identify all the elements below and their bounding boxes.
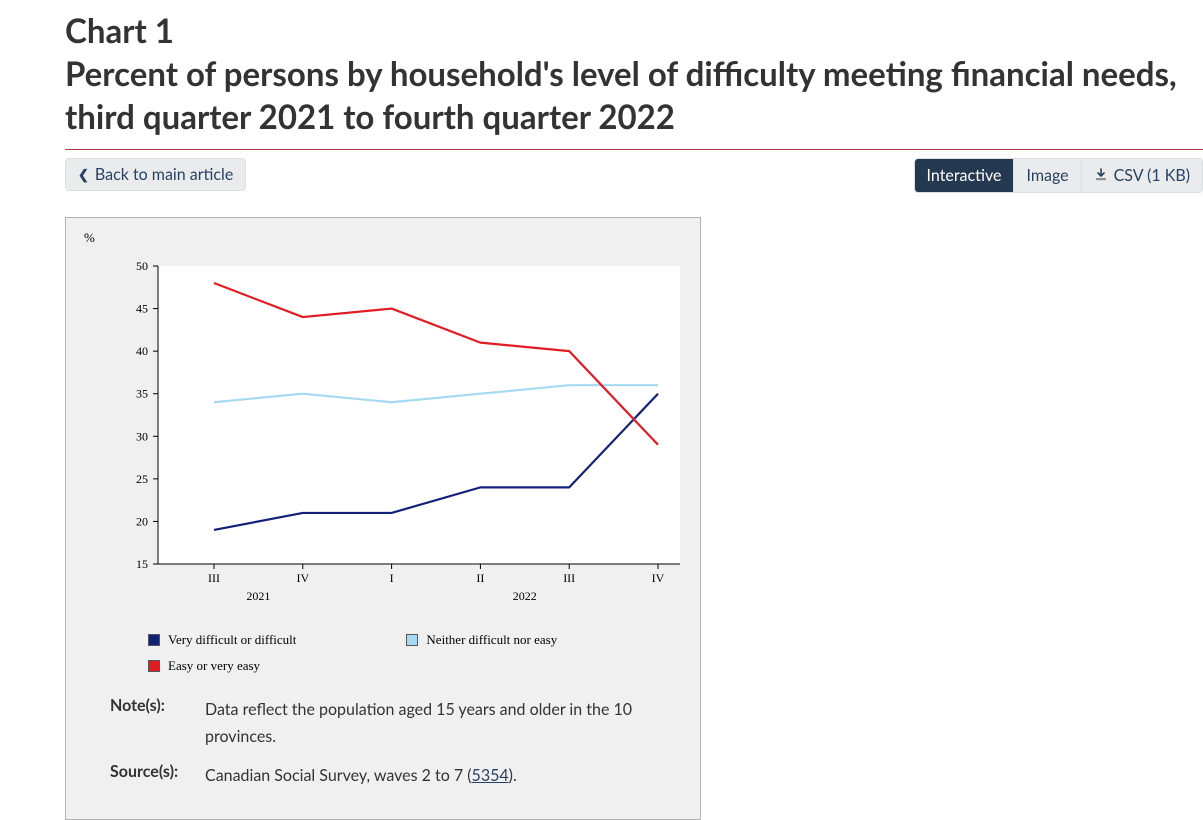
back-button-label: Back to main article — [95, 165, 233, 184]
chart-title-text: Percent of persons by household's level … — [65, 54, 1177, 137]
svg-text:20: 20 — [136, 514, 148, 528]
legend-item: Easy or very easy — [148, 658, 260, 674]
svg-text:40: 40 — [136, 344, 148, 358]
legend-label: Neither difficult nor easy — [426, 632, 557, 648]
chart-heading: Chart 1 Percent of persons by household'… — [65, 10, 1203, 139]
legend-swatch — [148, 660, 160, 672]
meta-sources-prefix: Canadian Social Survey, waves 2 to 7 ( — [205, 766, 472, 785]
svg-text:35: 35 — [136, 386, 148, 400]
svg-text:I: I — [390, 571, 394, 585]
svg-text:III: III — [208, 571, 220, 585]
svg-text:50: 50 — [136, 260, 148, 273]
tab-interactive-label: Interactive — [927, 166, 1002, 185]
meta-sources-row: Source(s): Canadian Social Survey, waves… — [110, 762, 686, 789]
chart-meta: Note(s): Data reflect the population age… — [110, 696, 686, 790]
tab-csv[interactable]: CSV (1 KB) — [1082, 159, 1202, 192]
meta-sources-suffix: ). — [509, 766, 517, 785]
legend-swatch — [148, 634, 160, 646]
tab-csv-label: CSV (1 KB) — [1114, 166, 1190, 185]
meta-notes-value: Data reflect the population aged 15 year… — [205, 696, 655, 750]
tab-image-label: Image — [1026, 166, 1068, 185]
svg-text:25: 25 — [136, 472, 148, 486]
back-button[interactable]: ❮ Back to main article — [65, 158, 246, 191]
svg-text:45: 45 — [136, 301, 148, 315]
chevron-left-icon: ❮ — [78, 166, 89, 183]
chart-card: % 1520253035404550IIIIVIIIIIIIV20212022 … — [65, 217, 701, 820]
legend-label: Easy or very easy — [168, 658, 260, 674]
svg-text:III: III — [563, 571, 575, 585]
meta-sources-label: Source(s): — [110, 762, 205, 781]
view-tabs: Interactive Image CSV (1 KB) — [914, 158, 1203, 193]
svg-text:IV: IV — [652, 571, 665, 585]
chart-legend: Very difficult or difficult Neither diffi… — [148, 632, 686, 674]
meta-notes-label: Note(s): — [110, 696, 205, 715]
chart-number: Chart 1 — [65, 11, 174, 51]
title-rule — [65, 149, 1203, 150]
tab-interactive[interactable]: Interactive — [915, 159, 1015, 192]
svg-text:2021: 2021 — [246, 589, 270, 603]
chart-plot[interactable]: 1520253035404550IIIIVIIIIIIIV20212022 — [110, 260, 686, 624]
meta-notes-row: Note(s): Data reflect the population age… — [110, 696, 686, 750]
meta-sources-link[interactable]: 5354 — [472, 766, 509, 785]
svg-text:30: 30 — [136, 429, 148, 443]
legend-item: Very difficult or difficult — [148, 632, 296, 648]
y-axis-unit: % — [84, 230, 95, 246]
meta-sources-value: Canadian Social Survey, waves 2 to 7 (53… — [205, 762, 517, 789]
svg-text:2022: 2022 — [513, 589, 537, 603]
svg-text:15: 15 — [136, 557, 148, 571]
tab-image[interactable]: Image — [1014, 159, 1081, 192]
svg-text:IV: IV — [296, 571, 309, 585]
download-icon — [1094, 168, 1108, 182]
toolbar: ❮ Back to main article Interactive Image… — [65, 158, 1203, 193]
legend-swatch — [406, 634, 418, 646]
chart-svg: 1520253035404550IIIIVIIIIIIIV20212022 — [110, 260, 686, 620]
legend-label: Very difficult or difficult — [168, 632, 296, 648]
legend-item: Neither difficult nor easy — [406, 632, 557, 648]
svg-text:II: II — [476, 571, 484, 585]
